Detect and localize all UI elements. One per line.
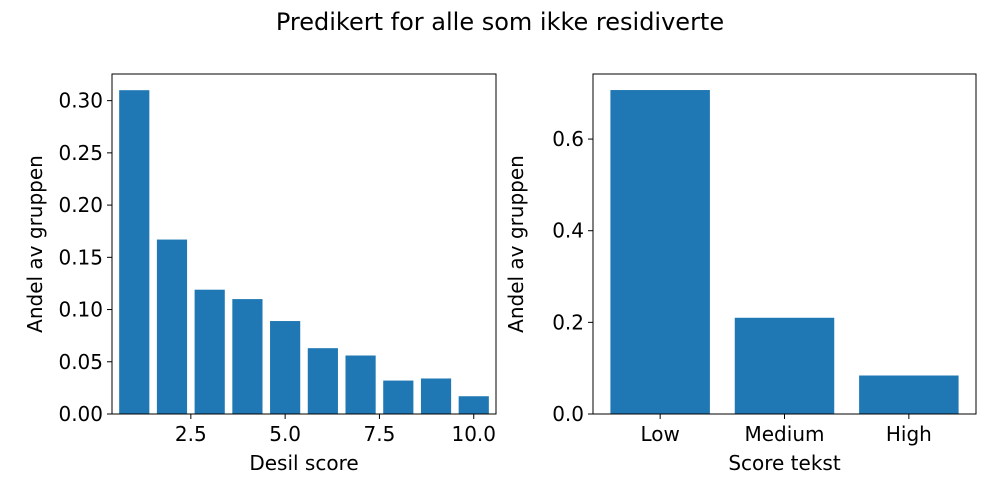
decile-plot-frame	[111, 73, 497, 415]
score-text-plot-frame	[592, 73, 977, 415]
score-text-y-ticks: 0.0 0.2 0.4 0.6	[552, 127, 593, 426]
decile-bar	[270, 321, 301, 414]
decile-x-axis-label: Desil score	[249, 451, 358, 475]
score-text-y-tick-label: 0.0	[552, 402, 584, 426]
decile-bars	[119, 90, 489, 414]
decile-y-tick-label: 0.10	[58, 298, 103, 322]
decile-bar	[420, 378, 452, 414]
decile-bar	[156, 239, 188, 414]
score-text-x-tick-label: Medium	[745, 422, 825, 446]
decile-y-tick-label: 0.00	[58, 402, 103, 426]
score-text-y-tick-label: 0.4	[552, 219, 584, 243]
decile-bar	[194, 289, 225, 414]
score-text-x-tick-label: High	[886, 422, 932, 446]
chart-decile: 2.5 5.0 7.5 10.0 0.000.050.100.150.200.250.…	[23, 73, 497, 475]
decile-x-tick-label: 2.5	[175, 422, 207, 446]
decile-bar	[119, 90, 150, 414]
decile-bar	[383, 380, 414, 414]
decile-x-tick-label: 7.5	[364, 422, 396, 446]
decile-y-tick-label: 0.05	[58, 350, 103, 374]
decile-x-tick-label: 10.0	[451, 422, 496, 446]
score-text-bar	[610, 90, 710, 414]
decile-bar	[345, 355, 376, 414]
decile-y-tick-label: 0.15	[58, 245, 103, 269]
score-text-x-axis-label: Score tekst	[728, 451, 841, 475]
score-text-y-axis-label: Andel av gruppen	[504, 155, 528, 333]
decile-y-tick-label: 0.30	[58, 89, 103, 113]
decile-x-ticks: 2.5 5.0 7.5 10.0	[175, 414, 496, 446]
decile-y-tick-label: 0.20	[58, 193, 103, 217]
score-text-x-ticks: Low Medium High	[640, 414, 932, 446]
score-text-y-tick-label: 0.6	[552, 127, 584, 151]
score-text-bar	[859, 375, 959, 414]
chart-score-text: Low Medium High 0.0 0.2 0.4 0.6 Score tekst A…	[504, 73, 977, 475]
decile-bar	[458, 396, 489, 414]
figure-title: Predikert for alle som ikke residiverte	[276, 8, 724, 36]
score-text-bars	[610, 90, 959, 414]
decile-x-tick-label: 5.0	[269, 422, 301, 446]
score-text-y-tick-label: 0.2	[552, 310, 584, 334]
decile-y-tick-label: 0.25	[58, 141, 103, 165]
decile-y-axis-label: Andel av gruppen	[23, 155, 47, 333]
decile-bar	[232, 299, 263, 414]
score-text-x-tick-label: Low	[640, 422, 679, 446]
score-text-bar	[734, 317, 835, 414]
decile-bar	[307, 348, 338, 414]
decile-y-ticks: 0.00 0.05 0.10 0.15 0.20 0.25 0.30	[58, 89, 112, 426]
